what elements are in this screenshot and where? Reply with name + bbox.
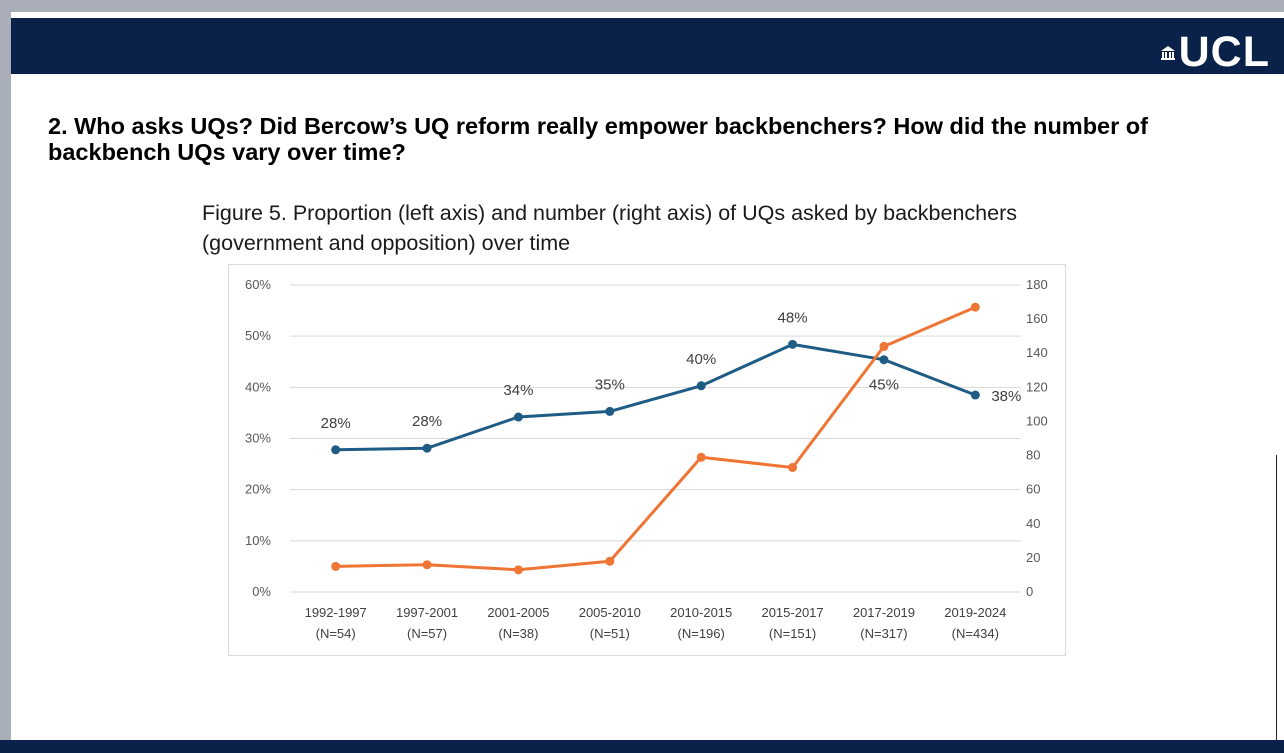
right-axis-tick-label: 180 — [1026, 277, 1048, 292]
proportion-data-point — [696, 381, 706, 391]
x-axis-category-label: 2010-2015 — [670, 605, 732, 620]
number-data-point — [513, 565, 523, 575]
right-axis-tick-label: 60 — [1026, 482, 1040, 497]
number-data-point — [605, 556, 615, 566]
left-axis-tick-label: 50% — [245, 328, 271, 343]
x-axis-category-label: 1992-1997 — [305, 605, 367, 620]
left-axis-tick-label: 40% — [245, 379, 271, 394]
right-axis-tick-label: 140 — [1026, 345, 1048, 360]
proportion-data-point — [422, 443, 432, 453]
proportion-data-point — [970, 390, 980, 400]
left-axis-tick-label: 60% — [245, 277, 271, 292]
x-axis-category-label: 2019-2024 — [944, 605, 1006, 620]
gridlines — [290, 284, 1021, 593]
proportion-data-point — [788, 339, 798, 349]
series — [331, 302, 980, 575]
figure-caption: Figure 5. Proportion (left axis) and num… — [202, 201, 1017, 255]
x-axis-category-label: 2017-2019 — [853, 605, 915, 620]
proportion-data-label: 34% — [503, 382, 533, 399]
x-axis-category-note: (N=434) — [952, 626, 999, 641]
left-axis-tick-label: 0% — [252, 584, 271, 599]
x-axis-category-label: 2005-2010 — [579, 605, 641, 620]
right-axis: 0 20 40 60 80 100 120 140 160 180 — [1026, 277, 1048, 599]
right-axis-tick-label: 80 — [1026, 448, 1040, 463]
proportion-data-point — [331, 445, 341, 455]
right-axis-tick-label: 100 — [1026, 413, 1048, 428]
number-data-point — [422, 560, 432, 570]
right-axis-tick-label: 0 — [1026, 584, 1033, 599]
proportion-data-label: 40% — [686, 351, 716, 368]
proportion-data-label: 35% — [595, 376, 625, 393]
proportion-data-point — [605, 406, 615, 416]
logo-text: UCL — [1178, 28, 1270, 76]
line-chart: 0% 10% 20% 30% 40% 50% 60% 0 20 40 60 80 100 120 140 1… — [245, 277, 1048, 641]
x-axis-category-label: 2001-2005 — [487, 605, 549, 620]
number-data-point — [331, 561, 341, 571]
right-axis-tick-label: 160 — [1026, 311, 1048, 326]
number-data-point — [879, 341, 889, 351]
slide-title: 2. Who asks UQs? Did Bercow’s UQ reform … — [48, 113, 1148, 165]
proportion-data-point — [879, 355, 889, 365]
proportion-data-label: 28% — [412, 413, 442, 430]
x-axis-category-note: (N=38) — [498, 626, 538, 641]
right-axis-tick-label: 20 — [1026, 550, 1040, 565]
data-labels: 28% 28% 34% 35% 40% 48% 45% 38% — [321, 309, 1022, 431]
x-axis: 1992-1997 (N=54) 1997-2001 (N=57) 2001-2005 (… — [305, 605, 1007, 641]
number-data-point — [970, 302, 980, 312]
portico-icon — [1160, 46, 1175, 60]
right-axis-tick-label: 120 — [1026, 379, 1048, 394]
chart-frame: 0% 10% 20% 30% 40% 50% 60% 0 20 40 60 80 100 120 140 1… — [228, 264, 1066, 656]
left-axis-tick-label: 20% — [245, 482, 271, 497]
window-edge — [1276, 455, 1284, 740]
header-bar: UCL — [11, 18, 1284, 74]
x-axis-category-note: (N=57) — [407, 626, 447, 641]
left-axis: 0% 10% 20% 30% 40% 50% 60% — [245, 277, 271, 599]
slide: UCL 2. Who asks UQs? Did Bercow’s UQ ref… — [11, 12, 1284, 740]
x-axis-category-label: 2015-2017 — [761, 605, 823, 620]
left-axis-tick-label: 10% — [245, 533, 271, 548]
x-axis-category-note: (N=54) — [316, 626, 356, 641]
footer-bar — [0, 740, 1284, 753]
number-data-point — [788, 462, 798, 472]
proportion-data-label: 45% — [869, 377, 899, 394]
x-axis-category-note: (N=51) — [590, 626, 630, 641]
proportion-data-point — [513, 412, 523, 422]
x-axis-category-label: 1997-2001 — [396, 605, 458, 620]
number-data-point — [696, 452, 706, 462]
x-axis-category-note: (N=317) — [860, 626, 907, 641]
left-axis-tick-label: 30% — [245, 431, 271, 446]
ucl-logo: UCL — [1160, 28, 1270, 74]
proportion-series-line — [335, 342, 976, 452]
x-axis-category-note: (N=196) — [678, 626, 725, 641]
proportion-data-label: 28% — [321, 415, 351, 432]
right-axis-tick-label: 40 — [1026, 516, 1040, 531]
number-series-line — [335, 305, 976, 572]
proportion-data-label: 48% — [778, 309, 808, 326]
x-axis-category-note: (N=151) — [769, 626, 816, 641]
proportion-data-label: 38% — [991, 388, 1021, 405]
